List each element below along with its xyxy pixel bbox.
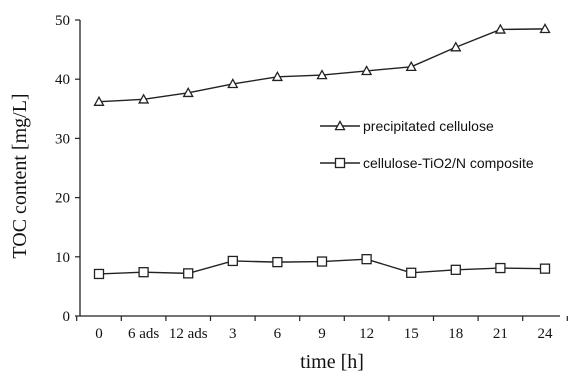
- y-tick-label: 50: [55, 13, 70, 29]
- data-point: [450, 264, 461, 275]
- legend: precipitated cellulose cellulose-TiO2/N c…: [320, 118, 534, 171]
- data-point: [227, 255, 238, 267]
- axes: [79, 20, 560, 317]
- x-tick-label: 15: [404, 326, 419, 342]
- x-tick-label: 0: [95, 326, 103, 342]
- data-point: [272, 256, 283, 268]
- data-point: [182, 86, 194, 98]
- data-point: [494, 23, 507, 34]
- x-tick-label: 12: [359, 326, 374, 342]
- x-tick-label: 18: [448, 326, 463, 342]
- legend-entry: precipitated cellulose: [320, 118, 494, 134]
- series-cellulose-tio2-n-composite: [93, 254, 551, 280]
- data-point: [183, 268, 194, 279]
- data-point: [271, 70, 284, 82]
- legend-marker: [334, 157, 346, 169]
- data-point: [539, 23, 551, 34]
- data-point: [316, 69, 328, 80]
- data-point: [539, 263, 551, 274]
- y-tick-label: 30: [55, 131, 70, 147]
- data-point: [495, 262, 506, 274]
- data-point: [137, 93, 150, 104]
- x-tick-label: 6 ads: [128, 326, 159, 342]
- x-tick-label: 24: [538, 326, 554, 342]
- series-group: [93, 23, 551, 280]
- legend-marker: [334, 120, 346, 131]
- x-tick-label: 9: [318, 326, 326, 342]
- x-axis-title: time [h]: [300, 351, 364, 373]
- data-point: [93, 95, 105, 106]
- y-tick-label: 10: [55, 250, 70, 266]
- data-point: [405, 60, 417, 72]
- y-tick-label: 40: [55, 72, 70, 88]
- y-tick-label: 20: [55, 191, 70, 207]
- data-point: [361, 254, 372, 265]
- data-point: [227, 78, 239, 89]
- data-point: [316, 256, 328, 267]
- data-point: [93, 268, 105, 280]
- legend-label: precipitated cellulose: [363, 118, 494, 134]
- x-tick-label: 12 ads: [169, 326, 208, 342]
- series-line: [98, 28, 546, 103]
- x-tick-label: 21: [493, 326, 508, 342]
- y-ticks: 0 10 20 30 40 50: [55, 13, 80, 325]
- y-axis-title: TOC content [mg/L]: [9, 93, 31, 258]
- series-precipitated-cellulose: [93, 23, 551, 106]
- data-point: [406, 267, 417, 278]
- x-tick-label: 3: [229, 326, 237, 342]
- data-point: [360, 65, 373, 76]
- data-point: [138, 267, 149, 278]
- legend-entry: cellulose-TiO2/N composite: [320, 155, 534, 171]
- legend-label: cellulose-TiO2/N composite: [363, 155, 534, 171]
- x-tick-label: 6: [274, 326, 282, 342]
- y-tick-label: 0: [63, 309, 71, 325]
- x-ticks: 0 6 ads 12 ads 3 6 9 12 15 18 21 24: [76, 316, 568, 342]
- data-point: [450, 41, 462, 52]
